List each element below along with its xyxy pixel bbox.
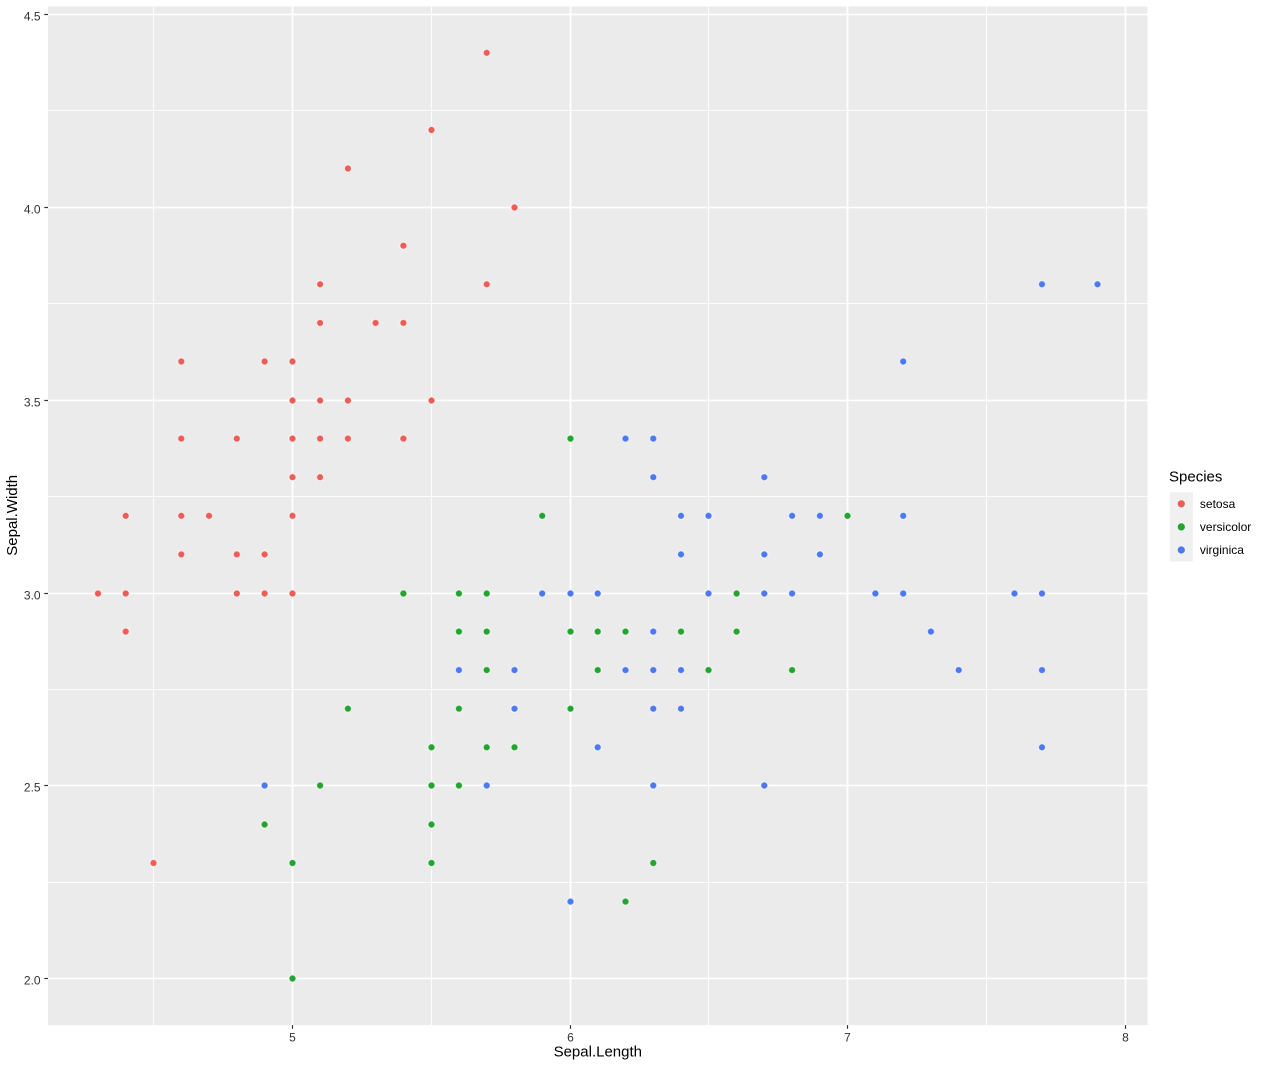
- svg-text:Sepal.Width: Sepal.Width: [4, 475, 21, 556]
- svg-text:versicolor: versicolor: [1200, 520, 1251, 534]
- svg-text:6: 6: [567, 1030, 574, 1044]
- svg-text:Sepal.Length: Sepal.Length: [554, 1044, 642, 1061]
- svg-text:4.5: 4.5: [24, 10, 41, 24]
- svg-text:7: 7: [844, 1030, 851, 1044]
- svg-text:Species: Species: [1169, 469, 1222, 486]
- svg-text:2.5: 2.5: [24, 781, 41, 795]
- svg-text:4.0: 4.0: [24, 203, 41, 217]
- svg-text:setosa: setosa: [1200, 497, 1236, 511]
- svg-text:8: 8: [1122, 1030, 1129, 1044]
- svg-text:3.0: 3.0: [24, 589, 41, 603]
- svg-text:2.0: 2.0: [24, 974, 41, 988]
- svg-text:5: 5: [289, 1030, 296, 1044]
- svg-text:3.5: 3.5: [24, 396, 41, 410]
- svg-text:virginica: virginica: [1200, 543, 1244, 557]
